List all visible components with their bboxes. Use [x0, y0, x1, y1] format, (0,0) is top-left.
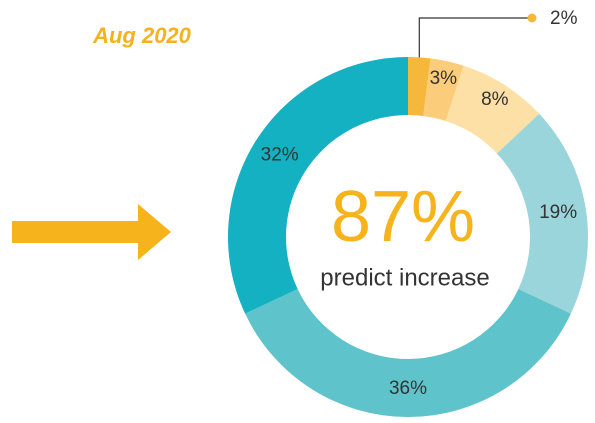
slice — [245, 288, 571, 418]
callout-dot — [527, 13, 537, 23]
data-label: 36% — [389, 378, 427, 399]
data-label: 32% — [261, 145, 299, 166]
arrow — [12, 204, 171, 260]
slice — [445, 65, 540, 154]
data-label: 19% — [539, 202, 577, 223]
data-label: 3% — [430, 68, 458, 89]
slice — [228, 57, 408, 314]
center-label: predict increase — [320, 264, 489, 291]
data-label: 8% — [481, 89, 509, 110]
center-value: 87% — [331, 177, 475, 257]
chart-title: Aug 2020 — [92, 23, 192, 48]
slice — [496, 113, 589, 314]
slice — [408, 57, 431, 116]
slice — [423, 58, 464, 121]
data-label: 2% — [550, 8, 578, 29]
donut — [228, 57, 589, 418]
callout-line — [418, 17, 532, 58]
